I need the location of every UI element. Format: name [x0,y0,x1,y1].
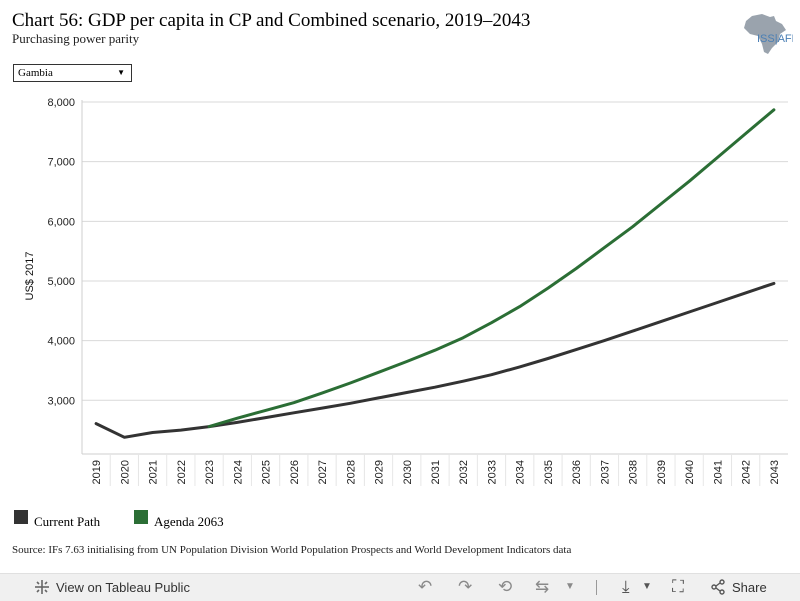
x-tick-label-2028: 2028 [345,460,357,484]
y-tick-label-5000: 5,000 [47,276,75,288]
x-tick-label-2035: 2035 [543,460,555,484]
x-tick-label-2041: 2041 [712,460,724,484]
x-tick-label-2037: 2037 [599,460,611,484]
legend-label-current-path: Current Path [34,514,101,529]
legend-swatch-agenda-2063 [134,510,148,524]
share-label: Share [732,579,767,595]
logo-text: ISS|AFRICA [757,33,793,45]
refresh-dropdown-icon[interactable]: ▼ [565,581,575,592]
x-tick-label-2026: 2026 [289,460,301,484]
revert-icon[interactable]: ⟲ [498,577,513,596]
y-axis-label: US$ 2017 [24,252,36,301]
country-select-value: Gambia [18,67,53,79]
country-select[interactable]: Gambia ▼ [13,64,132,82]
download-icon[interactable]: ⤓ [622,577,630,596]
redo-icon[interactable]: ↷ [458,577,473,596]
x-tick-label-2040: 2040 [684,460,696,484]
series-lines [94,108,776,439]
x-tick-label-2039: 2039 [656,460,668,484]
x-tick-label-2034: 2034 [515,460,527,484]
tableau-footer: View on Tableau Public ↶ ↷ ⟲ ⇆ ▼ ⤓ ▼ ⛶ S… [0,573,800,601]
y-axis-ticks: 3,000 4,000 5,000 6,000 7,000 8,000 [47,97,75,407]
y-tick-label-8000: 8,000 [47,97,75,109]
footer-divider [596,580,597,595]
x-tick-label-2029: 2029 [374,460,386,484]
fullscreen-icon[interactable]: ⛶ [672,577,684,596]
gridlines [81,100,788,455]
x-tick-label-2043: 2043 [769,460,781,484]
refresh-icon[interactable]: ⇆ [535,577,550,596]
africa-map-icon [744,14,786,54]
view-on-tableau-link[interactable]: View on Tableau Public [34,579,190,595]
legend-label-agenda-2063: Agenda 2063 [154,514,224,529]
y-tick-label-7000: 7,000 [47,157,75,169]
undo-icon[interactable]: ↶ [418,577,433,596]
x-tick-label-2038: 2038 [628,460,640,484]
x-tick-label-2030: 2030 [402,460,414,484]
x-tick-label-2022: 2022 [176,460,188,484]
x-tick-label-2020: 2020 [119,460,131,484]
legend-swatch-current-path [14,510,28,524]
series-line-current-path [94,281,776,439]
y-tick-label-3000: 3,000 [47,395,75,407]
x-tick-label-2027: 2027 [317,460,329,484]
x-axis-ticks: 2019 2020 2021 2022 2023 2024 2025 2026 2027 2028… [91,454,781,486]
x-tick-label-2042: 2042 [741,460,753,484]
source-note: Source: IFs 7.63 initialising from UN Po… [12,544,572,556]
download-dropdown-icon[interactable]: ▼ [642,581,652,592]
x-tick-label-2025: 2025 [261,460,273,484]
x-tick-label-2019: 2019 [91,460,103,484]
x-tick-label-2021: 2021 [148,460,160,484]
x-tick-label-2031: 2031 [430,460,442,484]
y-tick-label-6000: 6,000 [47,216,75,228]
share-icon [711,579,725,595]
share-button[interactable]: Share [710,579,767,595]
x-tick-label-2033: 2033 [486,460,498,484]
view-on-tableau-label: View on Tableau Public [56,579,190,595]
x-tick-label-2032: 2032 [458,460,470,484]
x-tick-label-2023: 2023 [204,460,216,484]
x-tick-label-2036: 2036 [571,460,583,484]
x-tick-label-2024: 2024 [232,460,244,484]
y-tick-label-4000: 4,000 [47,336,75,348]
chart-title: Chart 56: GDP per capita in CP and Combi… [12,10,531,31]
tableau-icon [35,580,49,594]
chart-subtitle: Purchasing power parity [12,31,140,46]
iss-africa-logo: ISS|AFRICA [744,14,793,54]
chevron-down-icon: ▼ [117,68,125,77]
series-line-agenda-2063 [207,108,776,429]
